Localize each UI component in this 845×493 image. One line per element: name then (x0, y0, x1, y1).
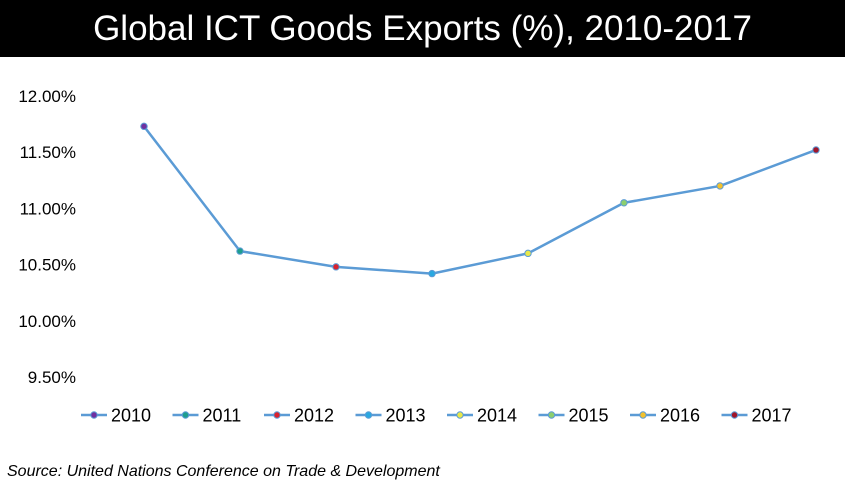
legend-label-2014: 2014 (477, 406, 517, 426)
y-tick-label: 10.50% (18, 256, 76, 275)
data-point-2015 (620, 199, 628, 207)
legend-label-2015: 2015 (569, 406, 609, 426)
legend-marker-2017 (730, 411, 739, 419)
legend-label-2013: 2013 (386, 406, 426, 426)
y-axis-ticks: 9.50% 10.00% 10.50% 11.00% 11.50% 12.00% (18, 87, 76, 387)
source-note: Source: United Nations Conference on Tra… (7, 463, 440, 480)
chart-title: Global ICT Goods Exports (%), 2010-2017 (93, 8, 752, 48)
title-bar: Global ICT Goods Exports (%), 2010-2017 (0, 0, 845, 57)
data-point-2013 (428, 269, 436, 278)
data-point-2017 (812, 146, 820, 154)
legend-label-2012: 2012 (294, 406, 334, 426)
y-tick-label: 11.50% (20, 143, 76, 162)
data-point-2010 (140, 122, 148, 131)
data-point-2014 (524, 249, 532, 258)
y-tick-label: 11.00% (20, 199, 76, 218)
legend-label-2011: 2011 (203, 406, 242, 426)
legend-label-2017: 2017 (752, 406, 792, 426)
legend-marker-2010 (90, 411, 98, 419)
legend-marker-2011 (181, 411, 190, 419)
line-chart: 9.50% 10.00% 10.50% 11.00% 11.50% 12.00% 2010… (18, 87, 820, 426)
y-tick-label: 10.00% (18, 312, 76, 331)
legend-label-2016: 2016 (660, 406, 700, 426)
legend-marker-2013 (364, 411, 373, 419)
data-point-2011 (236, 247, 244, 255)
legend: 2010 2011 2012 2013 2014 2015 2016 2017 (81, 406, 792, 426)
plot-area (140, 122, 820, 278)
legend-marker-2014 (456, 411, 464, 419)
legend-marker-2015 (547, 411, 556, 419)
data-point-2016 (716, 182, 724, 190)
y-tick-label: 9.50% (28, 368, 76, 387)
data-point-2012 (332, 263, 340, 271)
series-line (143, 125, 817, 275)
legend-label-2010: 2010 (111, 406, 151, 426)
legend-marker-2016 (639, 411, 647, 419)
legend-marker-2012 (273, 411, 281, 419)
y-tick-label: 12.00% (18, 87, 76, 106)
